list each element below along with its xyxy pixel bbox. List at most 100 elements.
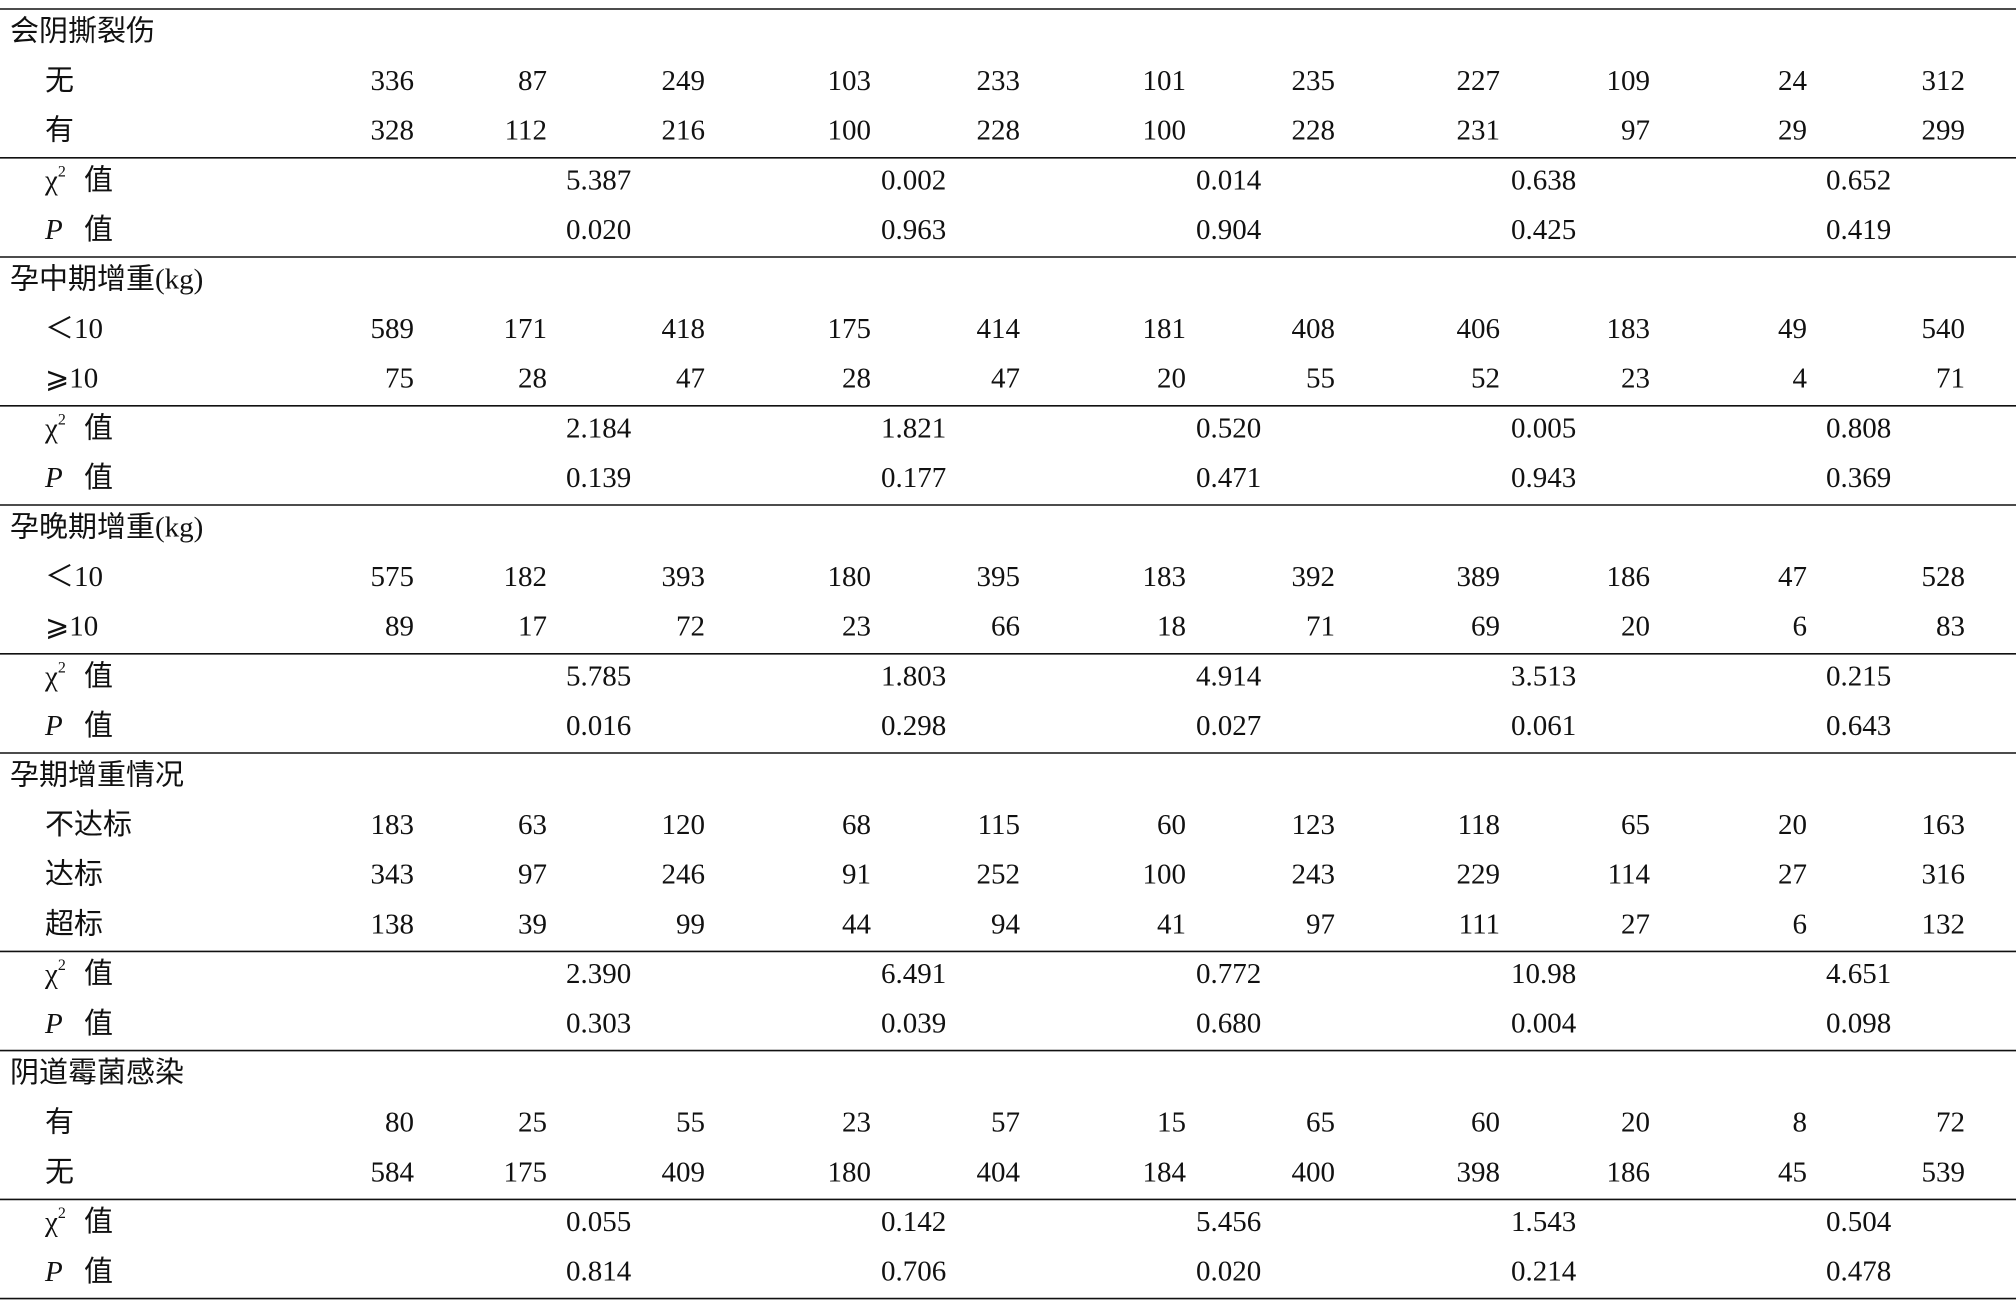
cell: 100 (828, 115, 872, 147)
cell: 252 (977, 859, 1021, 891)
stat-value: 0.016 (566, 710, 631, 742)
cell: 55 (676, 1107, 705, 1139)
cell: 408 (1292, 313, 1336, 345)
cell: 15 (1157, 1107, 1186, 1139)
stat-value: 0.478 (1826, 1255, 1891, 1287)
cell: 231 (1457, 115, 1501, 147)
stat-word: 值 (84, 659, 113, 692)
cell: 216 (662, 115, 706, 147)
cell: 406 (1457, 313, 1501, 345)
cell: 60 (1157, 809, 1186, 841)
stat-symbol: P (44, 1255, 63, 1287)
stat-value: 0.808 (1826, 412, 1891, 444)
stat-value: 4.914 (1196, 660, 1262, 692)
row-label: ＜10 (45, 561, 103, 593)
stat-value: 5.785 (566, 660, 631, 692)
cell: 72 (1936, 1107, 1965, 1139)
cell: 99 (676, 908, 705, 940)
stat-symbol: P (44, 214, 63, 246)
cell: 103 (828, 65, 872, 97)
stat-value: 0.004 (1511, 1007, 1577, 1039)
stat-sup: 2 (58, 1205, 66, 1222)
stat-value: 0.298 (881, 710, 946, 742)
cell: 246 (662, 859, 706, 891)
cell: 69 (1471, 611, 1500, 643)
cell: 60 (1471, 1107, 1500, 1139)
stat-value: 10.98 (1511, 958, 1576, 990)
stat-sup: 2 (58, 163, 66, 180)
cell: 175 (828, 313, 872, 345)
cell: 528 (1922, 561, 1966, 593)
cell: 175 (504, 1156, 548, 1188)
cell: 71 (1936, 363, 1965, 395)
stat-symbol: P (44, 462, 63, 494)
cell: 97 (1621, 115, 1650, 147)
cell: 87 (518, 65, 547, 97)
cell: 68 (842, 809, 871, 841)
stat-value: 0.772 (1196, 958, 1261, 990)
cell: 100 (1143, 859, 1187, 891)
cell: 589 (371, 313, 415, 345)
stat-value: 0.520 (1196, 412, 1261, 444)
cell: 539 (1922, 1156, 1966, 1188)
cell: 94 (991, 908, 1021, 940)
stat-symbol: χ (44, 958, 58, 990)
cell: 41 (1157, 908, 1186, 940)
cell: 182 (504, 561, 548, 593)
section-title: 会阴撕裂伤 (10, 14, 155, 47)
cell: 395 (977, 561, 1021, 593)
row-label: ⩾10 (45, 363, 98, 395)
cell: 65 (1306, 1107, 1335, 1139)
stat-value: 0.638 (1511, 164, 1576, 196)
cell: 29 (1778, 115, 1807, 147)
cell: 343 (371, 859, 415, 891)
stat-value: 0.020 (566, 214, 631, 246)
stat-value: 0.706 (881, 1255, 946, 1287)
cell: 336 (371, 65, 415, 97)
row-label: ＜10 (45, 313, 103, 345)
cell: 25 (518, 1107, 547, 1139)
stat-value: 0.027 (1196, 710, 1261, 742)
cell: 47 (676, 363, 705, 395)
stat-word: 值 (84, 163, 113, 196)
cell: 575 (371, 561, 415, 593)
cell: 109 (1607, 65, 1651, 97)
cell: 312 (1922, 65, 1966, 97)
cell: 181 (1143, 313, 1187, 345)
cell: 328 (371, 115, 415, 147)
row-label: 无 (45, 1156, 74, 1188)
cell: 183 (371, 809, 415, 841)
row-label: 不达标 (45, 808, 132, 841)
cell: 83 (1936, 611, 1965, 643)
cell: 6 (1793, 611, 1808, 643)
stat-symbol: χ (44, 412, 58, 444)
stat-value: 0.215 (1826, 660, 1891, 692)
stat-word: 值 (84, 411, 113, 444)
cell: 20 (1778, 809, 1807, 841)
cell: 163 (1922, 809, 1966, 841)
cell: 8 (1793, 1107, 1808, 1139)
stat-value: 0.369 (1826, 462, 1891, 494)
cell: 18 (1157, 611, 1186, 643)
stat-word: 值 (84, 1254, 113, 1287)
stat-word: 值 (84, 461, 113, 494)
cell: 115 (978, 809, 1020, 841)
stat-value: 0.055 (566, 1206, 631, 1238)
cell: 228 (977, 115, 1021, 147)
stat-label: χ2 值 (44, 163, 113, 196)
cell: 393 (662, 561, 706, 593)
stat-value: 0.303 (566, 1007, 631, 1039)
cell: 229 (1457, 859, 1501, 891)
stat-value: 4.651 (1826, 958, 1891, 990)
cell: 180 (828, 561, 872, 593)
cell: 233 (977, 65, 1021, 97)
stat-value: 0.419 (1826, 214, 1891, 246)
cell: 20 (1621, 1107, 1650, 1139)
row-label: 有 (45, 114, 74, 147)
cell: 44 (842, 908, 872, 940)
stat-value: 0.814 (566, 1255, 632, 1287)
stat-sup: 2 (58, 411, 66, 428)
